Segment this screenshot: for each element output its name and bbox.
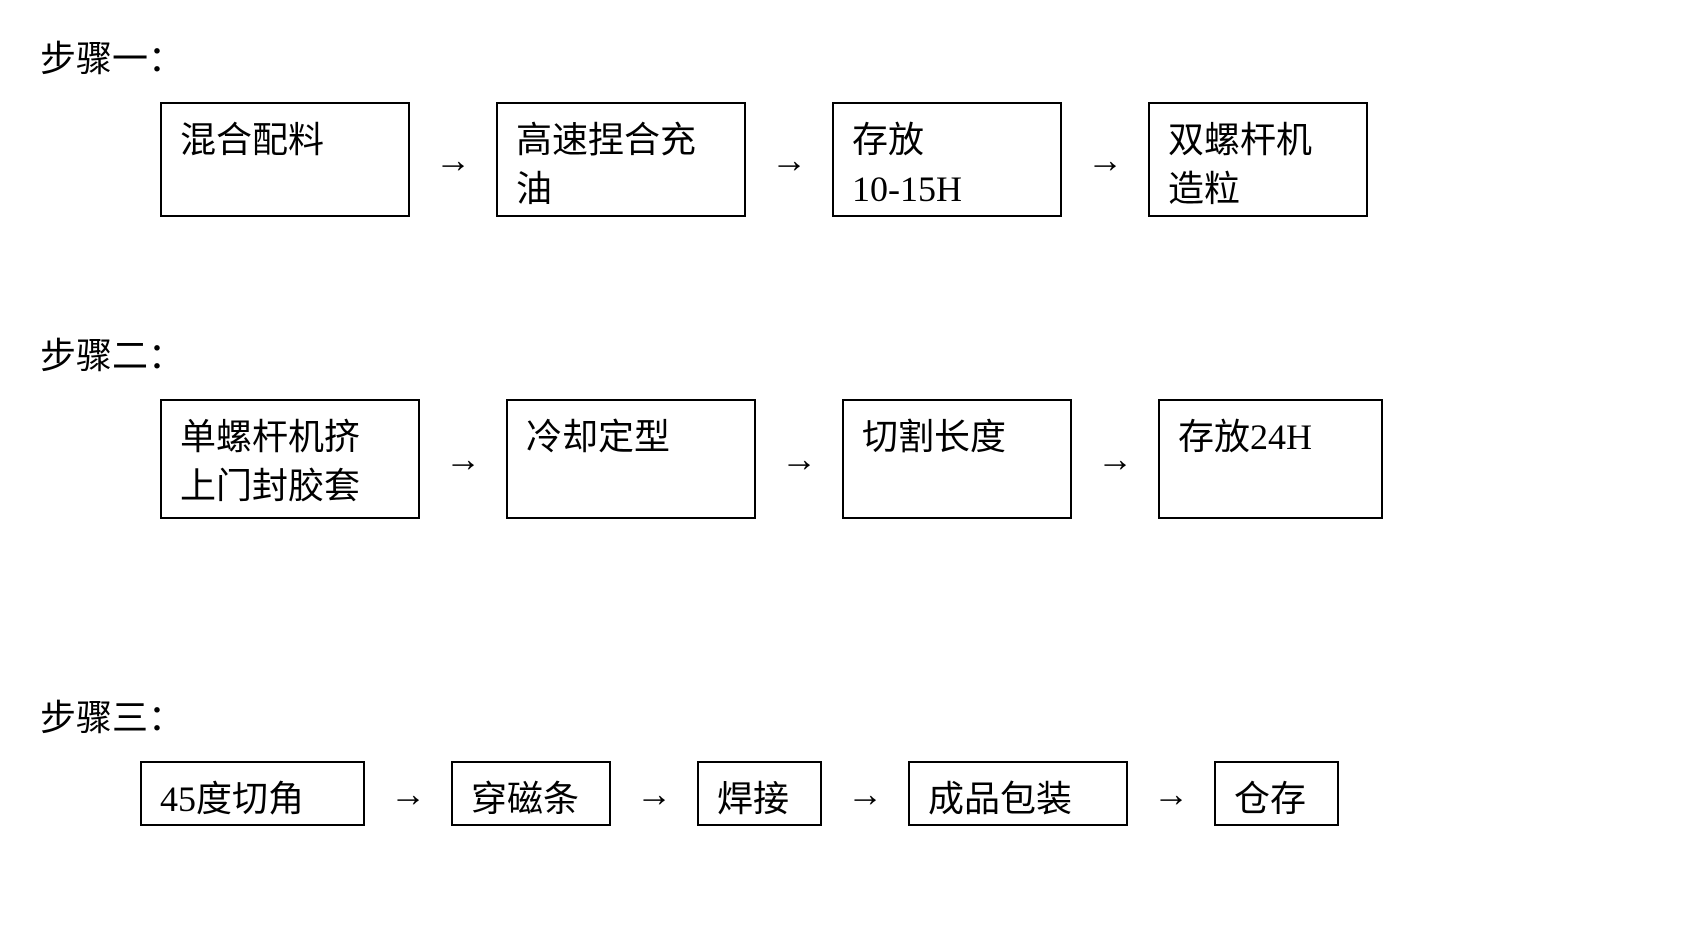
- arrow-icon: →: [1153, 773, 1189, 815]
- arrow-icon: →: [781, 438, 817, 480]
- flow-row-2: 单螺杆机挤上门封胶套 → 冷却定型 → 切割长度 → 存放24H: [160, 399, 1665, 519]
- box-step3-3: 成品包装: [908, 761, 1128, 826]
- box-step2-3: 存放24H: [1158, 399, 1383, 519]
- step-label-2: 步骤二：: [40, 327, 1665, 379]
- box-step3-2: 焊接: [697, 761, 822, 826]
- box-step2-0: 单螺杆机挤上门封胶套: [160, 399, 420, 519]
- arrow-icon: →: [847, 773, 883, 815]
- flow-row-3: 45度切角 → 穿磁条 → 焊接 → 成品包装 → 仓存: [140, 761, 1665, 826]
- arrow-icon: →: [390, 773, 426, 815]
- box-step3-0: 45度切角: [140, 761, 365, 826]
- box-step1-1: 高速捏合充油: [496, 102, 746, 217]
- arrow-icon: →: [636, 773, 672, 815]
- step-label-1: 步骤一：: [40, 30, 1665, 82]
- arrow-icon: →: [1087, 139, 1123, 181]
- box-step2-2: 切割长度: [842, 399, 1072, 519]
- arrow-icon: →: [771, 139, 807, 181]
- flow-row-1: 混合配料 → 高速捏合充油 → 存放10-15H → 双螺杆机造粒: [160, 102, 1665, 217]
- box-step3-4: 仓存: [1214, 761, 1339, 826]
- arrow-icon: →: [445, 438, 481, 480]
- arrow-icon: →: [435, 139, 471, 181]
- arrow-icon: →: [1097, 438, 1133, 480]
- box-step1-2: 存放10-15H: [832, 102, 1062, 217]
- box-step1-0: 混合配料: [160, 102, 410, 217]
- box-step1-3: 双螺杆机造粒: [1148, 102, 1368, 217]
- box-step2-1: 冷却定型: [506, 399, 756, 519]
- box-step3-1: 穿磁条: [451, 761, 611, 826]
- step-label-3: 步骤三：: [40, 689, 1665, 741]
